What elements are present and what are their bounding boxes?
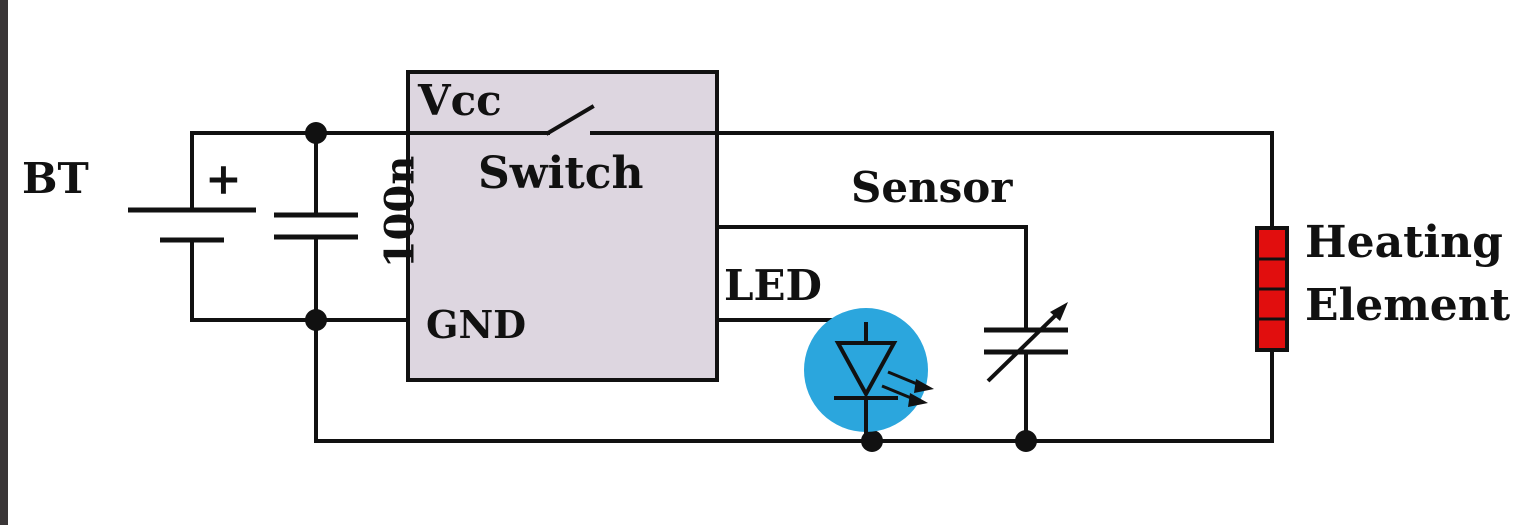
battery-label: BT: [22, 154, 89, 203]
heating-label: Heating: [1305, 217, 1503, 268]
sensor-label: Sensor: [851, 163, 1013, 212]
top-rail-right: [590, 131, 1274, 230]
window-frame-edge: [0, 0, 8, 525]
ground-rail-top: [190, 238, 410, 322]
capacitor-value-label: 100n: [377, 156, 424, 269]
junction-dot: [305, 122, 327, 144]
switch-contact: [545, 104, 595, 136]
gnd-label: GND: [426, 302, 526, 347]
junction-dot: [305, 309, 327, 331]
heating-element: [1255, 226, 1289, 352]
vcc-label: Vcc: [417, 76, 502, 125]
variable-arrow-icon: [986, 302, 1068, 383]
switch-label: Switch: [478, 148, 643, 199]
sensor-wire: [715, 225, 1028, 332]
led-icon: [804, 308, 934, 441]
battery-plus-label: +: [205, 154, 242, 205]
element-label: Element: [1305, 280, 1511, 331]
led-label: LED: [724, 261, 822, 310]
ground-rail-bottom: [314, 235, 1274, 443]
